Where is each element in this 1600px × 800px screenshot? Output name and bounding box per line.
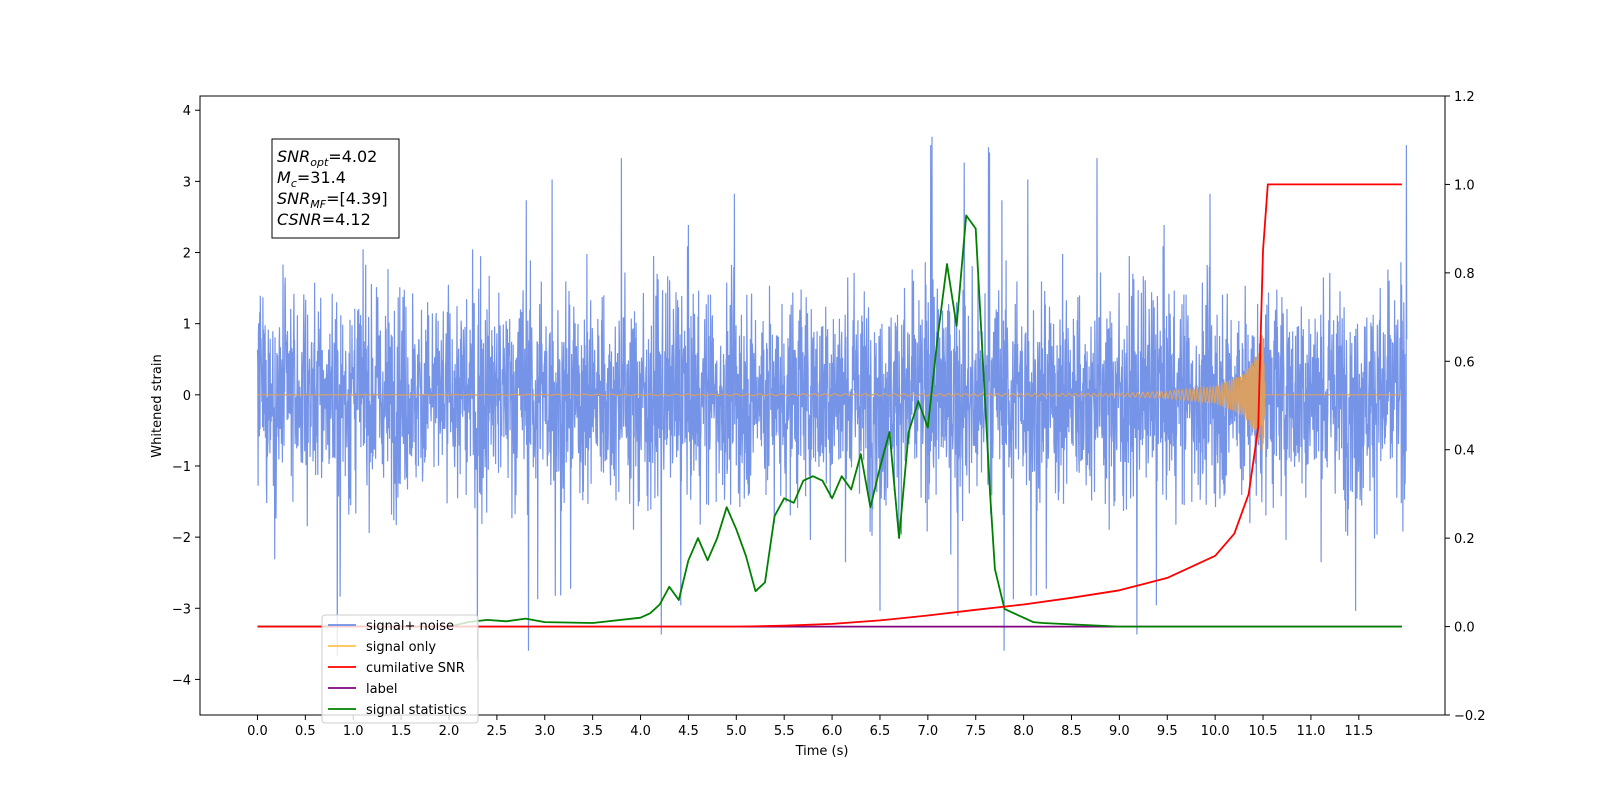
y-axis-label: Whitened strain (150, 354, 165, 457)
x-tick-label: 1.0 (343, 724, 364, 739)
plot-frame (199, 95, 1446, 716)
x-tick-label: 11.5 (1344, 724, 1373, 739)
legend-entry: signal only (328, 640, 436, 655)
annotation-line: CSNR=4.12 (277, 210, 371, 229)
x-tick-label: 6.0 (822, 724, 843, 739)
y-right-tick-label: 0.0 (1454, 621, 1475, 636)
y-left-tick-label: 1 (183, 318, 191, 333)
x-tick-label: 6.5 (870, 724, 891, 739)
x-tick-label: 7.5 (965, 724, 986, 739)
legend-entry: label (328, 682, 397, 697)
annotation-line: SNRMF=[4.39] (277, 189, 388, 211)
x-tick-label: 3.5 (582, 724, 603, 739)
y-right-tick-label: 0.2 (1454, 532, 1475, 547)
annotation-value: =4.02 (328, 147, 377, 166)
x-tick-label: 11.0 (1296, 724, 1325, 739)
signal-statistics-line (257, 214, 1402, 628)
y-left-tick-label: 0 (183, 389, 191, 404)
legend-label: cumilative SNR (366, 661, 465, 676)
x-tick-label: 0.0 (247, 724, 268, 739)
annotation-symbol: CSNR (277, 210, 322, 229)
y-left-tick-label: 4 (183, 104, 191, 119)
annotation-value: =[4.39] (326, 189, 388, 208)
legend-label: signal only (366, 640, 436, 655)
annotation-value: =31.4 (297, 168, 346, 187)
y-left-tick-label: −4 (172, 673, 191, 688)
y-right-tick-label: 1.0 (1454, 178, 1475, 193)
x-tick-label: 8.5 (1061, 724, 1082, 739)
cumulative-snr-line (257, 183, 1402, 628)
legend-entry: cumilative SNR (328, 661, 465, 676)
y-right-tick-label: 0.6 (1454, 355, 1475, 370)
annotation-frame (271, 138, 400, 239)
x-tick-label: 4.5 (678, 724, 699, 739)
signal-noise-line (256, 136, 1408, 660)
x-tick-label: 2.0 (439, 724, 460, 739)
signal-only-line (257, 335, 1402, 451)
x-tick-label: 5.5 (774, 724, 795, 739)
y-left-tick-label: −1 (172, 460, 191, 475)
x-tick-label: 4.0 (630, 724, 651, 739)
legend-label: signal+ noise (366, 619, 454, 634)
signal-statistics-series (257, 214, 1402, 628)
annotation-subscript: MF (310, 198, 326, 211)
x-tick-label: 10.5 (1249, 724, 1278, 739)
signal-only-series (257, 335, 1402, 451)
y-left-tick-label: −2 (172, 531, 191, 546)
legend-frame (321, 614, 479, 724)
signal-noise-series (256, 136, 1408, 660)
y-left-tick-label: 2 (183, 247, 191, 262)
x-tick-label: 8.0 (1013, 724, 1034, 739)
y-right-tick-label: −0.2 (1454, 709, 1486, 724)
annotation-subscript: c (291, 177, 297, 190)
annotation-line: Mc=31.4 (277, 168, 346, 190)
x-tick-label: 1.5 (391, 724, 412, 739)
annotation-line: SNRopt=4.02 (277, 147, 377, 169)
y-right-tick-label: 0.8 (1454, 267, 1475, 282)
x-tick-label: 9.5 (1157, 724, 1178, 739)
x-tick-label: 2.5 (487, 724, 508, 739)
legend-label: label (366, 682, 397, 697)
x-tick-label: 0.5 (295, 724, 316, 739)
legend-entry: signal+ noise (328, 619, 454, 634)
annotation-subscript: opt (310, 156, 329, 169)
y-right-tick-label: 0.4 (1454, 444, 1475, 459)
x-tick-label: 10.0 (1201, 724, 1230, 739)
y-left-tick-label: −3 (172, 602, 191, 617)
x-tick-label: 3.0 (534, 724, 555, 739)
y-axis-left: 4 3 2 1 0 −1 −2 −3 −4 (172, 104, 200, 688)
x-tick-label: 5.0 (726, 724, 747, 739)
annotation-value: =4.12 (322, 210, 371, 229)
y-axis-right: 1.2 1.0 0.8 0.6 0.4 0.2 0.0 −0.2 (1445, 90, 1486, 724)
annotation-symbol: SNR (277, 189, 310, 208)
x-axis-label: Time (s) (795, 744, 849, 759)
legend: signal+ noise signal only cumilative SNR la… (321, 614, 479, 724)
y-left-tick-label: 3 (183, 175, 191, 190)
annotation-symbol: M (277, 168, 291, 187)
y-right-tick-label: 1.2 (1454, 90, 1475, 105)
x-tick-label: 9.0 (1109, 724, 1130, 739)
x-axis: 0.0 0.5 1.0 1.5 2.0 2.5 3.0 3.5 4.0 4.5 5.0 5.5 6.0 6… (247, 715, 1373, 739)
legend-entry: signal statistics (328, 703, 467, 718)
x-tick-label: 7.0 (918, 724, 939, 739)
annotation-symbol: SNR (277, 147, 310, 166)
legend-label: signal statistics (366, 703, 467, 718)
cumulative-snr-series (257, 183, 1402, 628)
